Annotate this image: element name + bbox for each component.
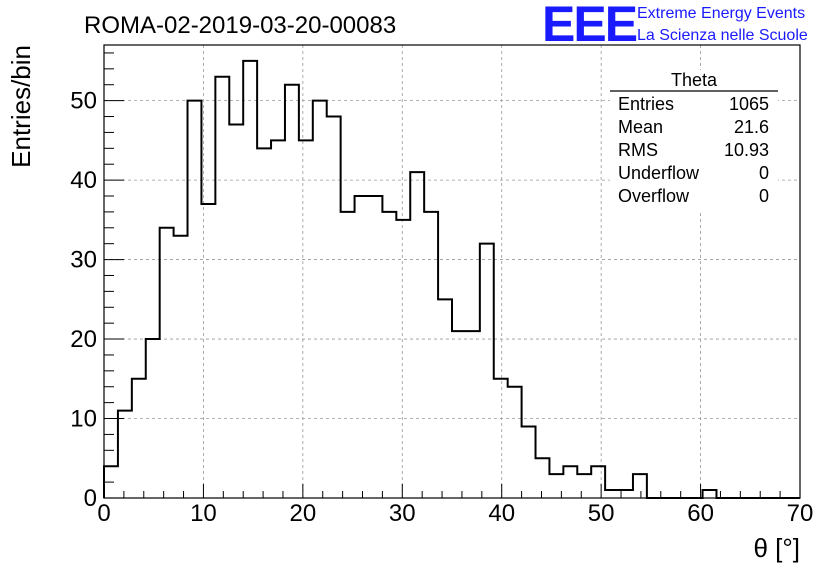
histogram-bin [382, 212, 396, 498]
x-tick-label: 40 [488, 500, 515, 527]
y-tick-label: 40 [70, 167, 97, 194]
stats-box: Theta Entries 1065 Mean 21.6 RMS 10.93 Underfl… [610, 70, 778, 210]
histogram-bin [174, 236, 188, 498]
stats-value: 0 [759, 163, 769, 183]
histogram-bars [103, 59, 800, 499]
x-tick-label: 0 [97, 500, 110, 527]
stats-box-background [610, 70, 778, 210]
logo-line-2: La Scienza nelle Scuole [637, 27, 808, 44]
stats-value: 0 [759, 186, 769, 206]
histogram-bin [313, 101, 327, 498]
y-tick-label: 50 [70, 88, 97, 115]
histogram-bin [633, 474, 647, 498]
histogram-bin [257, 148, 271, 498]
histogram-bin [536, 458, 550, 498]
histogram-bin [355, 196, 369, 498]
histogram-bin [480, 244, 494, 498]
histogram-bin [160, 228, 174, 498]
histogram-bin [341, 212, 355, 498]
logo-line-1: Extreme Energy Events [637, 5, 805, 22]
chart-title: ROMA-02-2019-03-20-00083 [84, 12, 396, 39]
y-tick-labels: 0 10 20 30 40 50 [70, 88, 97, 512]
x-tick-labels: 0 10 20 30 40 50 60 70 [97, 500, 813, 527]
stats-label: Overflow [618, 186, 690, 206]
histogram-bin [271, 140, 285, 498]
histogram-bin [494, 379, 508, 498]
histogram-bin [605, 490, 619, 498]
stats-value: 21.6 [734, 117, 769, 137]
histogram-bin [577, 474, 591, 498]
histogram-bin [396, 220, 410, 498]
histogram-bin [327, 117, 341, 498]
x-axis-label: θ [°] [753, 533, 800, 563]
grid-lines [104, 45, 800, 498]
histogram-bin [452, 331, 466, 498]
stats-label: RMS [618, 140, 658, 160]
eee-logo: EEE [542, 0, 637, 52]
histogram-bin [508, 387, 522, 498]
histogram-outline [103, 59, 800, 499]
histogram-bin [299, 140, 313, 498]
x-tick-label: 20 [290, 500, 317, 527]
y-tick-label: 10 [70, 406, 97, 433]
x-tick-label: 60 [687, 500, 714, 527]
histogram-bin [368, 196, 382, 498]
x-tick-label: 10 [190, 500, 217, 527]
stats-label: Mean [618, 117, 663, 137]
histogram-bin [132, 379, 146, 498]
x-tick-label: 30 [389, 500, 416, 527]
histogram-bin [424, 212, 438, 498]
histogram-bin [118, 411, 132, 498]
y-tick-label: 30 [70, 247, 97, 274]
stats-value: 1065 [729, 94, 769, 114]
stats-label: Underflow [618, 163, 700, 183]
x-tick-label: 70 [787, 500, 814, 527]
y-axis-label: Entries/bin [6, 45, 36, 168]
histogram-bin [215, 77, 229, 498]
y-tick-label: 20 [70, 326, 97, 353]
histogram-bin [188, 101, 202, 498]
histogram-bin [243, 61, 257, 498]
stats-title: Theta [671, 70, 718, 90]
histogram-bin [410, 172, 424, 498]
axis-ticks [103, 52, 801, 499]
y-tick-label: 0 [84, 485, 97, 512]
stats-label: Entries [618, 94, 674, 114]
histogram-bin [466, 331, 480, 498]
histogram-bin [563, 466, 577, 498]
x-tick-label: 50 [588, 500, 615, 527]
histogram-bin [438, 299, 452, 498]
histogram-bin [285, 85, 299, 498]
histogram-bin [703, 490, 717, 498]
histogram-bin [591, 466, 605, 498]
histogram-bin [522, 426, 536, 498]
stats-rows: Entries 1065 Mean 21.6 RMS 10.93 Underflow 0 Ove… [618, 94, 769, 206]
stats-value: 10.93 [724, 140, 769, 160]
plot-frame [103, 44, 801, 499]
